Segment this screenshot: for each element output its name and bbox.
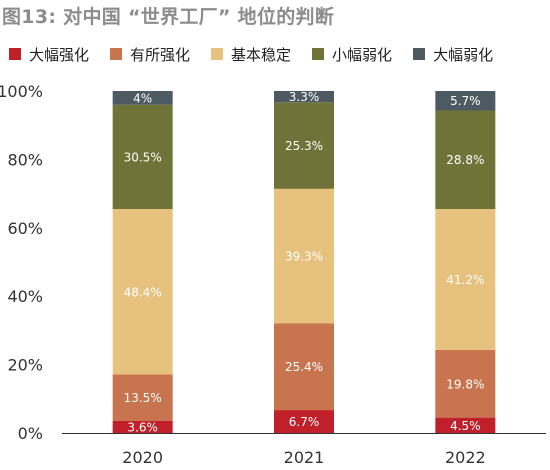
x-tick-label: 2020 <box>122 448 163 467</box>
y-tick-label: 0% <box>18 424 43 443</box>
data-label: 3.3% <box>289 90 320 104</box>
x-tick-label: 2022 <box>445 448 486 467</box>
bar-segment <box>274 102 334 189</box>
data-label: 4.5% <box>450 419 481 433</box>
bar-segment <box>435 110 496 209</box>
legend-item: 有所强化 <box>110 44 190 65</box>
legend-label: 基本稳定 <box>231 45 292 64</box>
legend-label: 小幅弱化 <box>332 45 393 64</box>
legend-swatch <box>211 48 224 60</box>
bar-segment <box>112 420 173 433</box>
bar-segment <box>435 349 496 418</box>
legend-swatch <box>312 48 325 60</box>
y-tick-label: 100% <box>0 82 43 101</box>
data-label: 41.2% <box>446 273 484 287</box>
legend-swatch <box>9 48 21 60</box>
y-tick-label: 60% <box>7 219 43 238</box>
legend-item: 大幅弱化 <box>413 44 493 65</box>
legend-label: 大幅弱化 <box>433 45 494 64</box>
data-label: 6.7% <box>289 415 320 429</box>
data-label: 19.8% <box>446 377 484 391</box>
data-label: 25.3% <box>285 139 323 153</box>
data-label: 13.5% <box>124 391 162 405</box>
data-label: 4% <box>133 91 152 105</box>
legend-label: 有所强化 <box>130 45 191 64</box>
bar-segment <box>435 91 496 111</box>
data-label: 39.3% <box>285 250 323 264</box>
bar-segment <box>274 188 334 324</box>
legend-swatch <box>413 48 426 60</box>
y-tick-label: 80% <box>7 150 43 169</box>
data-label: 5.7% <box>450 94 481 108</box>
y-tick-label: 20% <box>7 356 43 375</box>
legend-swatch <box>110 48 123 60</box>
data-label: 25.4% <box>285 360 323 374</box>
bar-segment <box>112 208 173 375</box>
legend-label: 大幅强化 <box>29 45 90 64</box>
chart-title: 图13: 对中国 “世界工厂” 地位的判断 <box>2 6 335 28</box>
data-label: 3.6% <box>127 420 158 434</box>
bar-segment <box>435 417 496 433</box>
bar-segment <box>435 208 496 350</box>
legend-item: 小幅弱化 <box>312 44 392 65</box>
bar-segment <box>112 91 173 105</box>
chart-legend: 大幅强化 有所强化 基本稳定 小幅弱化 大幅弱化 <box>9 43 493 65</box>
legend-item: 大幅强化 <box>9 44 89 65</box>
data-label: 28.8% <box>446 153 484 167</box>
data-label: 30.5% <box>124 150 162 164</box>
bar-segment <box>112 374 173 421</box>
legend-item: 基本稳定 <box>211 44 291 65</box>
bar-segment <box>112 104 173 209</box>
x-tick-label: 2021 <box>284 448 325 467</box>
bar-segment <box>274 323 334 411</box>
y-tick-label: 40% <box>7 287 43 306</box>
bar-segment <box>274 91 334 103</box>
data-label: 48.4% <box>124 285 162 299</box>
bar-segment <box>274 410 334 433</box>
